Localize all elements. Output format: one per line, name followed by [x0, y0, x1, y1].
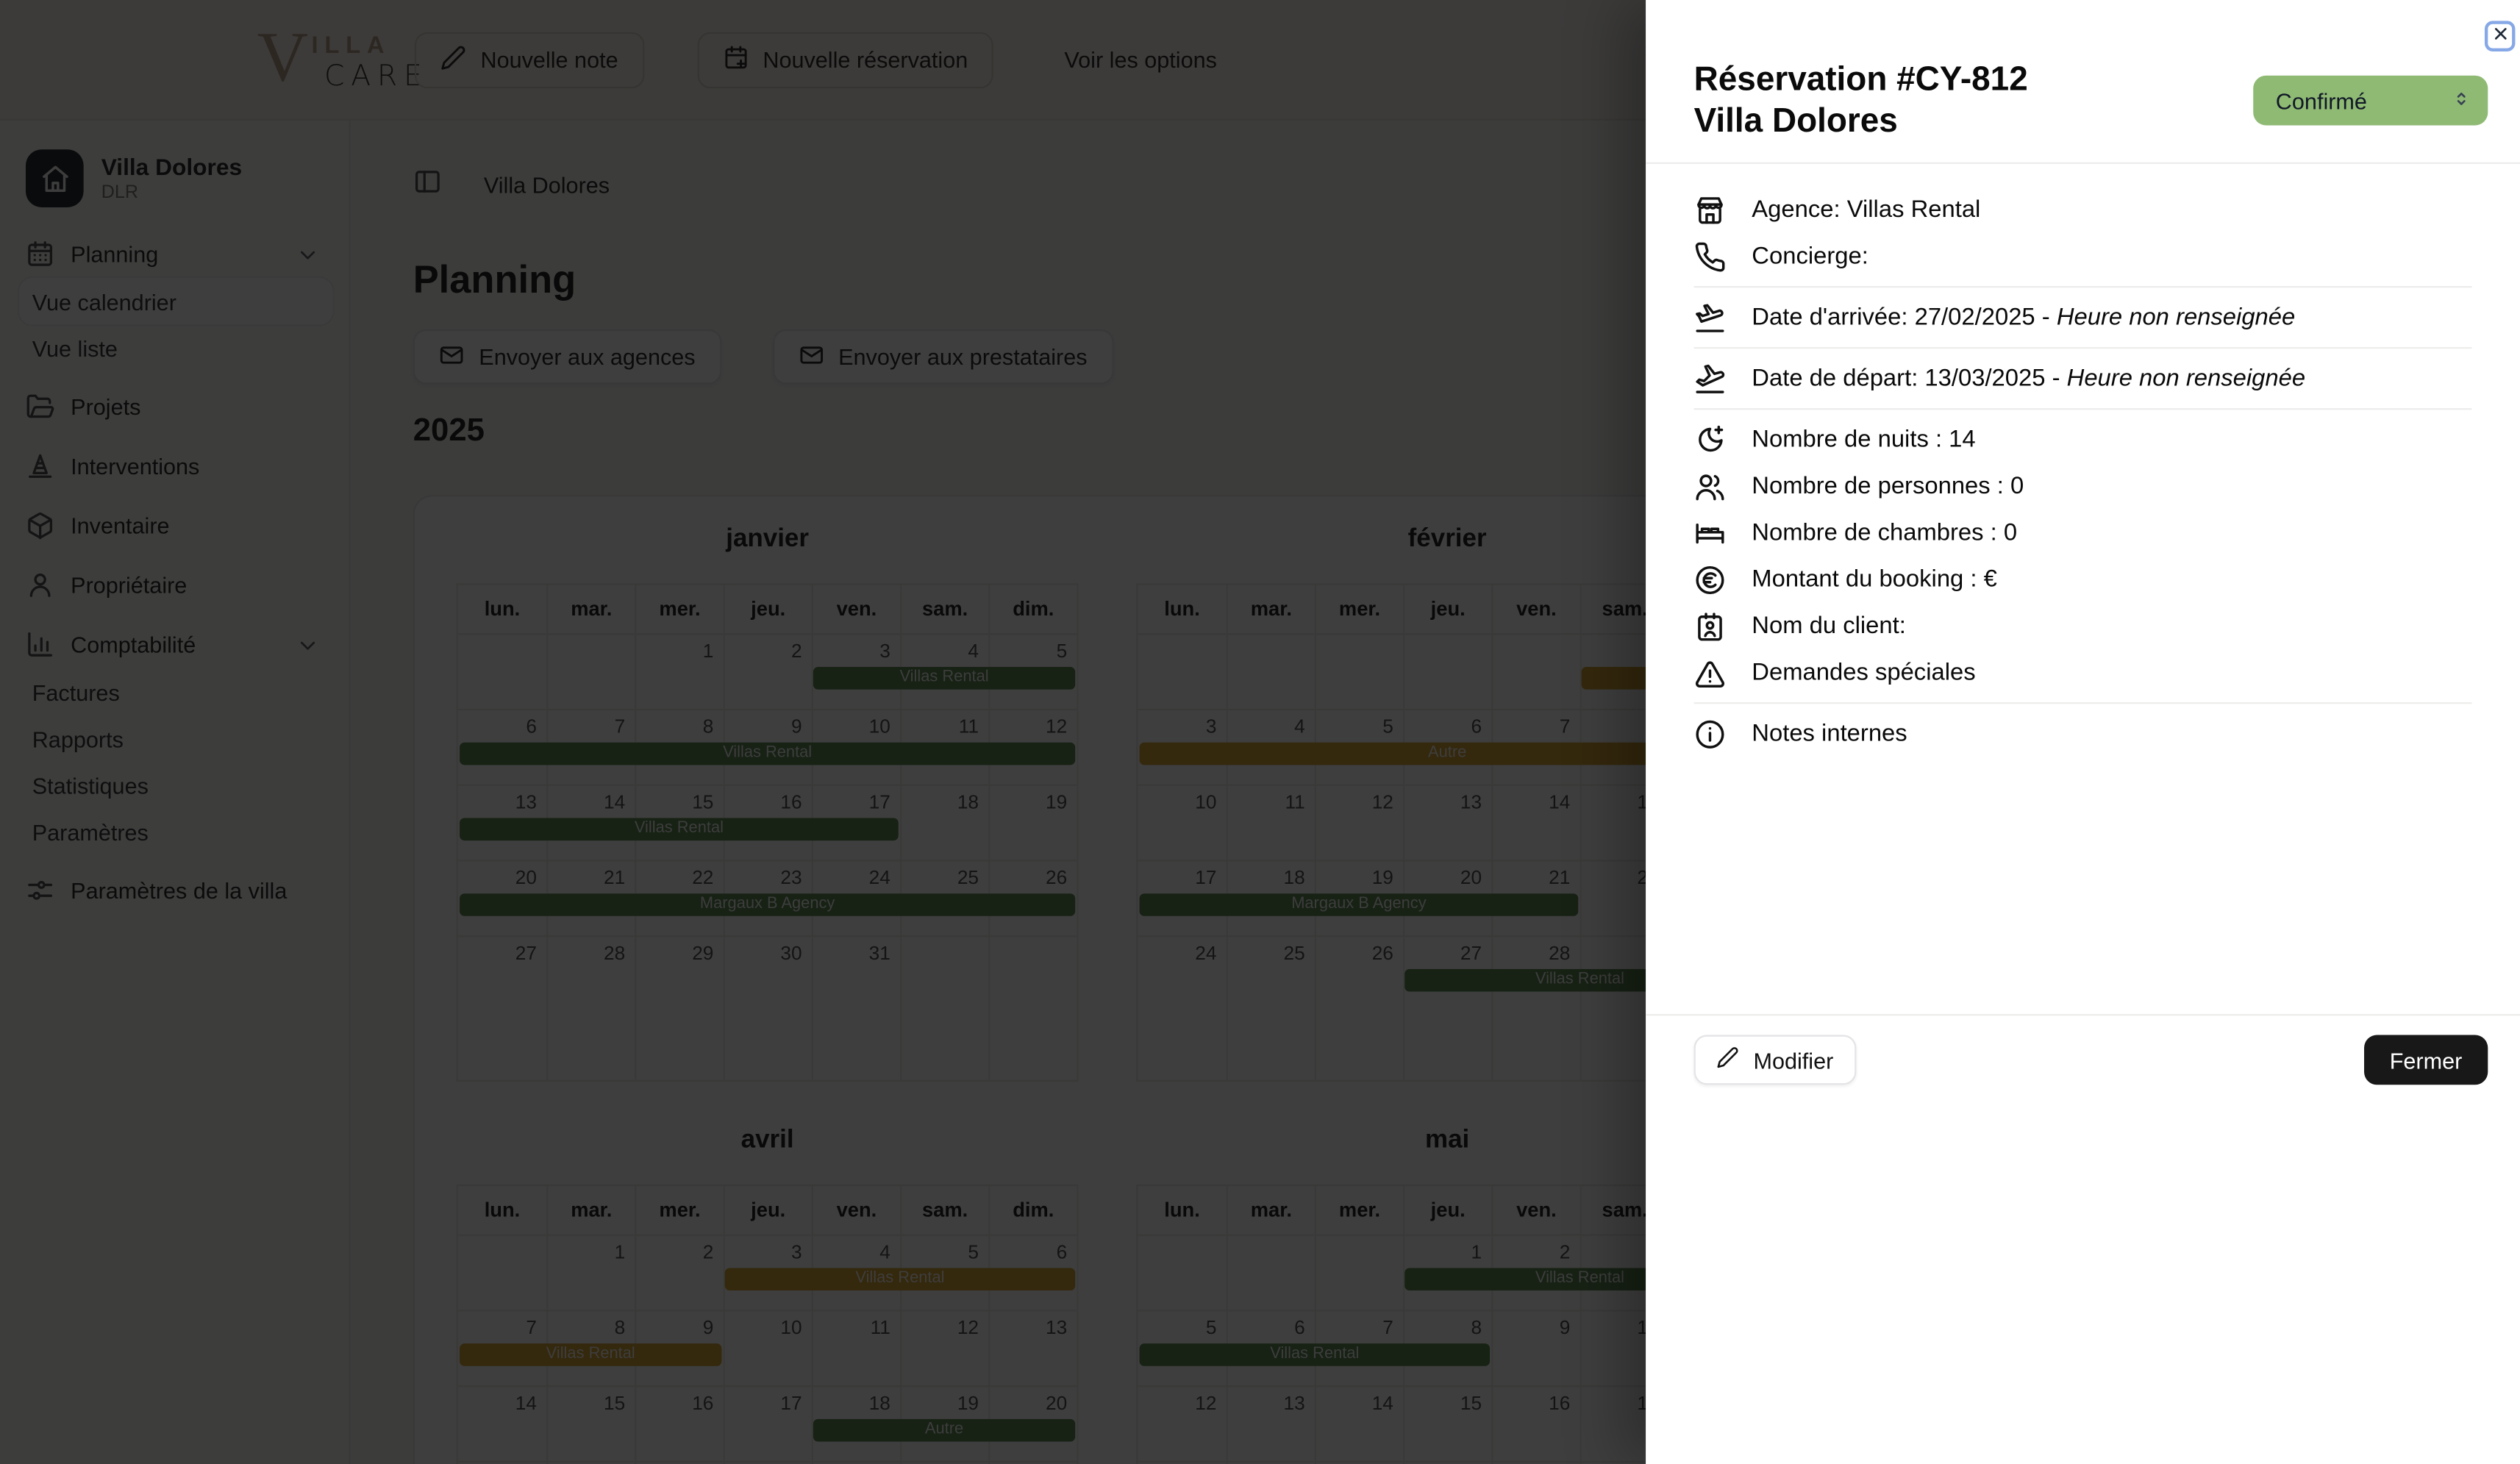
drawer-title: Réservation #CY-812 Villa Dolores — [1693, 61, 2028, 140]
alert-triangle-icon — [1694, 657, 1727, 689]
close-icon-button[interactable] — [2484, 21, 2516, 51]
divider — [1693, 408, 2472, 410]
chevrons-up-down-icon — [2451, 88, 2471, 113]
detail-text: Montant du booking : € — [1752, 565, 1997, 593]
info-icon — [1694, 718, 1727, 750]
detail-row: Nombre de nuits : 14 — [1694, 416, 2472, 463]
detail-text: Nombre de chambres : 0 — [1752, 518, 2018, 547]
detail-text: Date d'arrivée: 27/02/2025 - Heure non r… — [1752, 304, 2296, 332]
detail-row: Demandes spéciales — [1694, 649, 2472, 696]
detail-row: Montant du booking : € — [1694, 556, 2472, 602]
detail-text: Notes internes — [1752, 720, 1907, 748]
status-select[interactable]: Confirmé — [2253, 75, 2488, 126]
users-icon — [1694, 470, 1727, 502]
detail-row: Date de départ: 13/03/2025 - Heure non r… — [1694, 355, 2472, 401]
moon-plus-icon — [1694, 424, 1727, 456]
store-icon — [1694, 193, 1727, 226]
detail-text: Nombre de personnes : 0 — [1752, 472, 2024, 500]
detail-row: Nombre de personnes : 0 — [1694, 463, 2472, 509]
detail-text: Nombre de nuits : 14 — [1752, 426, 1976, 454]
detail-row: Nom du client: — [1694, 603, 2472, 649]
detail-row: Nombre de chambres : 0 — [1694, 510, 2472, 556]
detail-row: Concierge: — [1694, 233, 2472, 279]
plane-landing-icon — [1694, 301, 1727, 334]
status-value: Confirmé — [2275, 88, 2367, 114]
detail-row: Date d'arrivée: 27/02/2025 - Heure non r… — [1694, 294, 2472, 340]
detail-text: Concierge: — [1752, 243, 1868, 271]
detail-text: Demandes spéciales — [1752, 659, 1976, 687]
id-card-icon — [1694, 610, 1727, 642]
bed-icon — [1694, 517, 1727, 549]
edit-button[interactable]: Modifier — [1693, 1035, 1856, 1085]
divider — [1693, 702, 2472, 704]
pencil-icon — [1716, 1046, 1739, 1074]
detail-row: Agence: Villas Rental — [1694, 187, 2472, 233]
edit-label: Modifier — [1753, 1046, 1834, 1073]
detail-text: Nom du client: — [1752, 612, 1906, 640]
divider — [1693, 347, 2472, 349]
divider — [1693, 286, 2472, 288]
reservation-drawer: Réservation #CY-812 Villa Dolores Confir… — [1646, 0, 2520, 1464]
euro-circle-icon — [1694, 563, 1727, 596]
detail-text: Date de départ: 13/03/2025 - Heure non r… — [1752, 365, 2306, 393]
detail-row: Notes internes — [1694, 710, 2472, 757]
drawer-footer: Modifier Fermer — [1646, 1014, 2520, 1085]
phone-icon — [1694, 240, 1727, 273]
close-button[interactable]: Fermer — [2363, 1035, 2488, 1085]
close-icon — [2491, 24, 2510, 49]
plane-takeoff-icon — [1694, 363, 1727, 395]
detail-text: Agence: Villas Rental — [1752, 196, 1981, 224]
